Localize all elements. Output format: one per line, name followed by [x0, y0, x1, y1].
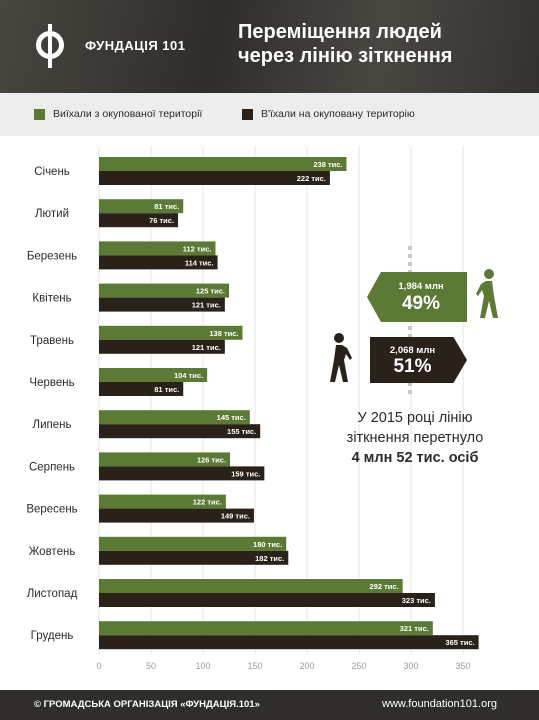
- bar: [99, 536, 287, 551]
- bar: [99, 297, 225, 312]
- bar: [99, 213, 179, 228]
- data-label: 145 тис.: [217, 413, 246, 422]
- legend-label-out: Виїхали з окупованої території: [53, 108, 203, 120]
- category-label: Серпень: [29, 461, 75, 473]
- data-label: 138 тис.: [209, 329, 238, 338]
- x-tick-label: 250: [351, 661, 366, 671]
- summary-line-2: зіткнення перетнуло: [346, 430, 484, 446]
- logo-bar: [48, 24, 52, 68]
- bar: [99, 424, 261, 439]
- data-label: 104 тис.: [174, 371, 203, 380]
- bar: [99, 283, 229, 298]
- data-label: 292 тис.: [370, 582, 399, 591]
- bar: [99, 452, 231, 467]
- walking-person-icon: [330, 333, 352, 382]
- data-label: 114 тис.: [185, 258, 214, 267]
- footer-website[interactable]: www.foundation101.org: [382, 698, 497, 710]
- summary-total: 4 млн 52 тис. осіб: [351, 450, 479, 466]
- category-label: Травень: [30, 335, 74, 347]
- inflow-amount: 2,068 млн: [389, 345, 436, 356]
- walking-person-icon: [476, 269, 498, 318]
- category-label: Лютий: [35, 208, 69, 220]
- inflow-badge: [370, 337, 467, 383]
- data-label: 149 тис.: [221, 512, 250, 521]
- bar: [99, 508, 254, 523]
- bar: [99, 199, 184, 214]
- x-tick-label: 100: [195, 661, 210, 671]
- bar: [99, 579, 403, 593]
- bar: [99, 325, 243, 340]
- legend-swatch-in: [242, 108, 253, 120]
- data-label: 121 тис.: [192, 301, 221, 310]
- legend-item-in: В'їхали на окуповану територію: [242, 108, 415, 120]
- bar: [99, 410, 250, 425]
- bar: [99, 550, 289, 565]
- org-name: ФУНДАЦІЯ 101: [85, 38, 186, 53]
- data-label: 238 тис.: [313, 160, 342, 169]
- x-tick-label: 200: [299, 661, 314, 671]
- x-tick-label: 300: [403, 661, 418, 671]
- header-background: [0, 0, 539, 93]
- category-label: Червень: [29, 377, 74, 389]
- data-label: 125 тис.: [196, 287, 225, 296]
- legend-label-in: В'їхали на окуповану територію: [261, 108, 415, 120]
- bar: [99, 241, 216, 256]
- outflow-amount: 1,984 млн: [398, 281, 444, 292]
- category-label: Грудень: [31, 630, 74, 642]
- title-line-2: через лінію зіткнення: [238, 45, 453, 67]
- data-label: 155 тис.: [227, 427, 256, 436]
- x-tick-label: 50: [146, 661, 156, 671]
- data-label: 126 тис.: [197, 455, 226, 464]
- legend: Виїхали з окупованої території В'їхали н…: [0, 93, 539, 136]
- bar: [99, 255, 218, 270]
- legend-swatch-out: [34, 108, 45, 120]
- category-label: Жовтень: [29, 546, 76, 558]
- bar: [99, 635, 479, 650]
- category-label: Листопад: [27, 588, 78, 600]
- data-label: 222 тис.: [297, 174, 326, 183]
- summary-line-1: У 2015 році лінію: [357, 410, 473, 426]
- bar: [99, 171, 330, 185]
- data-label: 122 тис.: [193, 498, 222, 507]
- bar: [99, 593, 435, 607]
- category-label: Січень: [34, 166, 70, 178]
- data-label: 323 тис.: [402, 596, 431, 605]
- category-label: Квітень: [32, 293, 71, 305]
- outflow-badge: [367, 272, 467, 322]
- bar: [99, 382, 184, 396]
- data-label: 159 тис.: [231, 469, 260, 478]
- category-label: Вересень: [26, 504, 77, 516]
- bar: [99, 368, 208, 382]
- bar: [99, 621, 433, 636]
- data-label: 81 тис.: [154, 385, 179, 394]
- data-label: 180 тис.: [253, 540, 282, 549]
- data-label: 365 тис.: [445, 638, 474, 647]
- inflow-percent: 51%: [393, 356, 432, 377]
- bar: [99, 494, 226, 509]
- category-label: Березень: [27, 250, 77, 262]
- bar-chart: 0 50 100 150 200 250 300 350 Січень 238 тис. 222 т…: [26, 146, 479, 671]
- header: ФУНДАЦІЯ 101 Переміщення людей через лін…: [0, 0, 539, 93]
- footer-copyright: © ГРОМАДСЬКА ОРГАНІЗАЦІЯ «ФУНДАЦІЯ.101»: [34, 699, 260, 710]
- x-tick-label: 350: [455, 661, 470, 671]
- data-label: 321 тис.: [400, 624, 429, 633]
- bar: [99, 157, 347, 171]
- bar: [99, 339, 225, 354]
- legend-item-out: Виїхали з окупованої території: [34, 108, 202, 120]
- bar: [99, 466, 265, 481]
- outflow-percent: 49%: [401, 293, 441, 314]
- x-tick-label: 0: [96, 661, 101, 671]
- data-label: 182 тис.: [255, 554, 284, 563]
- category-label: Липень: [33, 419, 72, 431]
- footer: © ГРОМАДСЬКА ОРГАНІЗАЦІЯ «ФУНДАЦІЯ.101» …: [0, 690, 539, 720]
- title-line-1: Переміщення людей: [238, 21, 442, 43]
- page-title: Переміщення людей через лінію зіткнення: [238, 20, 528, 68]
- data-label: 76 тис.: [149, 216, 174, 225]
- data-label: 121 тис.: [192, 343, 221, 352]
- summary-text: У 2015 році лінію зіткнення перетнуло 4 …: [300, 408, 530, 468]
- data-label: 112 тис.: [183, 244, 212, 253]
- x-tick-label: 150: [247, 661, 262, 671]
- data-label: 81 тис.: [154, 202, 179, 211]
